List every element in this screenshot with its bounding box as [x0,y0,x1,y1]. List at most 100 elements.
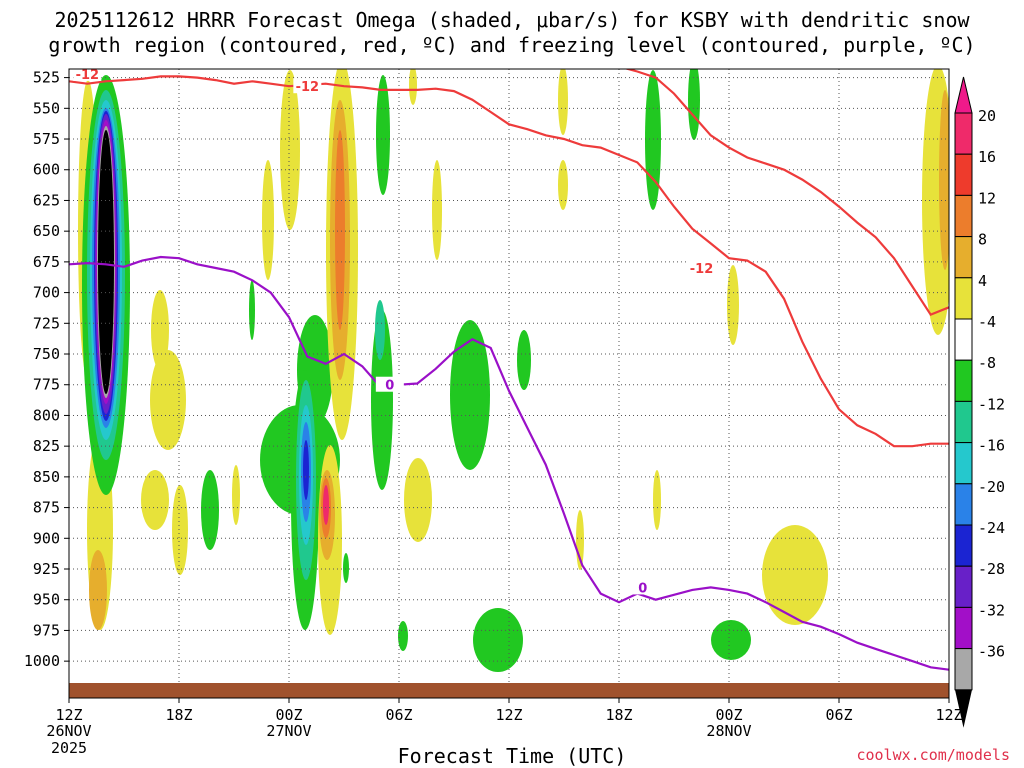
colorbar-label: 8 [978,231,987,249]
omega-blob [517,330,531,390]
dgz-contour-label: -12 [296,80,320,95]
y-tick-label: 975 [33,621,60,639]
freezing-contour-label-bg [375,376,404,392]
y-tick-label: 800 [33,406,60,424]
colorbar-label: -4 [978,313,996,331]
x-tick-date-label: 26NOV [46,722,91,740]
x-tick-label: 00Z [715,706,742,724]
y-tick-label: 675 [33,253,60,271]
omega-blob [371,310,393,490]
omega-blob [450,320,490,470]
colorbar-label: -32 [978,601,1005,619]
dgz-contour-label-bg [73,69,102,81]
x-tick-label: 12Z [55,706,82,724]
colorbar-swatch [954,648,973,691]
colorbar-swatch [954,483,973,526]
x-tick-label: 18Z [605,706,632,724]
colorbar-swatch [954,524,973,567]
y-axis: 525 550 575 600 625 650 675 700 725 750 775 800 825 8… [24,69,69,670]
contour-lines: -12 -12 -12 0 0 [69,69,949,671]
colorbar-label: 20 [978,107,996,125]
colorbar-label: -36 [978,643,1005,661]
colorbar-swatch [954,236,973,279]
colorbar-label: 4 [978,272,987,290]
x-tick-year-label: 2025 [51,739,87,757]
omega-blob [404,458,432,542]
y-tick-label: 700 [33,284,60,302]
colorbar-label: -28 [978,560,1005,578]
omega-blob [398,621,408,651]
omega-blob [645,70,661,210]
colorbar-swatch [954,442,973,485]
omega-blob [375,300,385,360]
colorbar-swatch [954,318,973,361]
chart-title-line2: growth region (contoured, red, ºC) and f… [48,33,976,57]
x-tick-date-label: 27NOV [266,722,311,740]
dgz-contour-line [69,75,949,448]
dgz-contour-label-bg [687,260,716,276]
x-tick-date-label: 28NOV [706,722,751,740]
omega-blob [335,130,345,330]
colorbar-label: 16 [978,148,996,166]
omega-blob [727,265,739,345]
y-tick-label: 775 [33,376,60,394]
x-axis-title: Forecast Time (UTC) [397,744,627,768]
freezing-contour-label-bg [628,579,657,595]
omega-blob [262,160,274,280]
credit-link[interactable]: coolwx.com/models [856,746,1010,764]
omega-blob [653,470,661,530]
x-tick-label: 06Z [385,706,412,724]
omega-blob [939,90,949,270]
dgz-contour-label: -12 [690,262,714,277]
colorbar-label: 12 [978,189,996,207]
omega-blob [249,280,255,340]
freezing-level-line [69,255,949,671]
y-tick-label: 750 [33,345,60,363]
chart-title-line1: 2025112612 HRRR Forecast Omega (shaded, … [54,8,970,32]
omega-blob [141,470,169,530]
y-tick-label: 525 [33,69,60,87]
omega-shading [78,69,949,672]
omega-blob [323,485,329,525]
omega-blob [558,69,568,135]
y-tick-label: 625 [33,191,60,209]
omega-blob [762,525,828,625]
colorbar-label: -8 [978,354,996,372]
colorbar-top-triangle [954,76,973,114]
y-tick-label: 925 [33,560,60,578]
x-tick-label: 12Z [935,706,962,724]
colorbar-label: -12 [978,395,1005,413]
omega-blob [303,440,309,500]
colorbar-label: -24 [978,519,1005,537]
omega-blob [172,485,188,575]
x-tick-label: 00Z [275,706,302,724]
colorbar-swatch [954,606,973,650]
freezing-contour-label: 0 [638,581,647,596]
y-tick-label: 950 [33,591,60,609]
colorbar-swatch [954,565,973,608]
colorbar-label: -20 [978,478,1005,496]
colorbar-swatch [954,359,973,402]
colorbar-bottom-triangle [955,689,972,728]
colorbar-swatch [954,153,973,196]
omega-blob [711,620,751,660]
x-tick-label: 06Z [825,706,852,724]
freezing-contour-label: 0 [385,379,394,394]
omega-blob [473,608,523,672]
omega-blob [343,553,349,583]
colorbar: 20 16 12 8 4 -4 -8 -12 -16 -20 -24 -28 -32 -36 [954,76,1005,728]
terrain [69,683,949,698]
y-tick-label: 550 [33,99,60,117]
omega-blob [432,160,442,260]
omega-blob [201,470,219,550]
colorbar-swatch [954,400,973,444]
omega-blob [232,465,240,525]
y-tick-label: 875 [33,499,60,517]
omega-blob [688,69,700,140]
omega-blob [89,550,107,630]
y-tick-label: 825 [33,437,60,455]
colorbar-swatch [954,194,973,238]
y-tick-label: 650 [33,222,60,240]
